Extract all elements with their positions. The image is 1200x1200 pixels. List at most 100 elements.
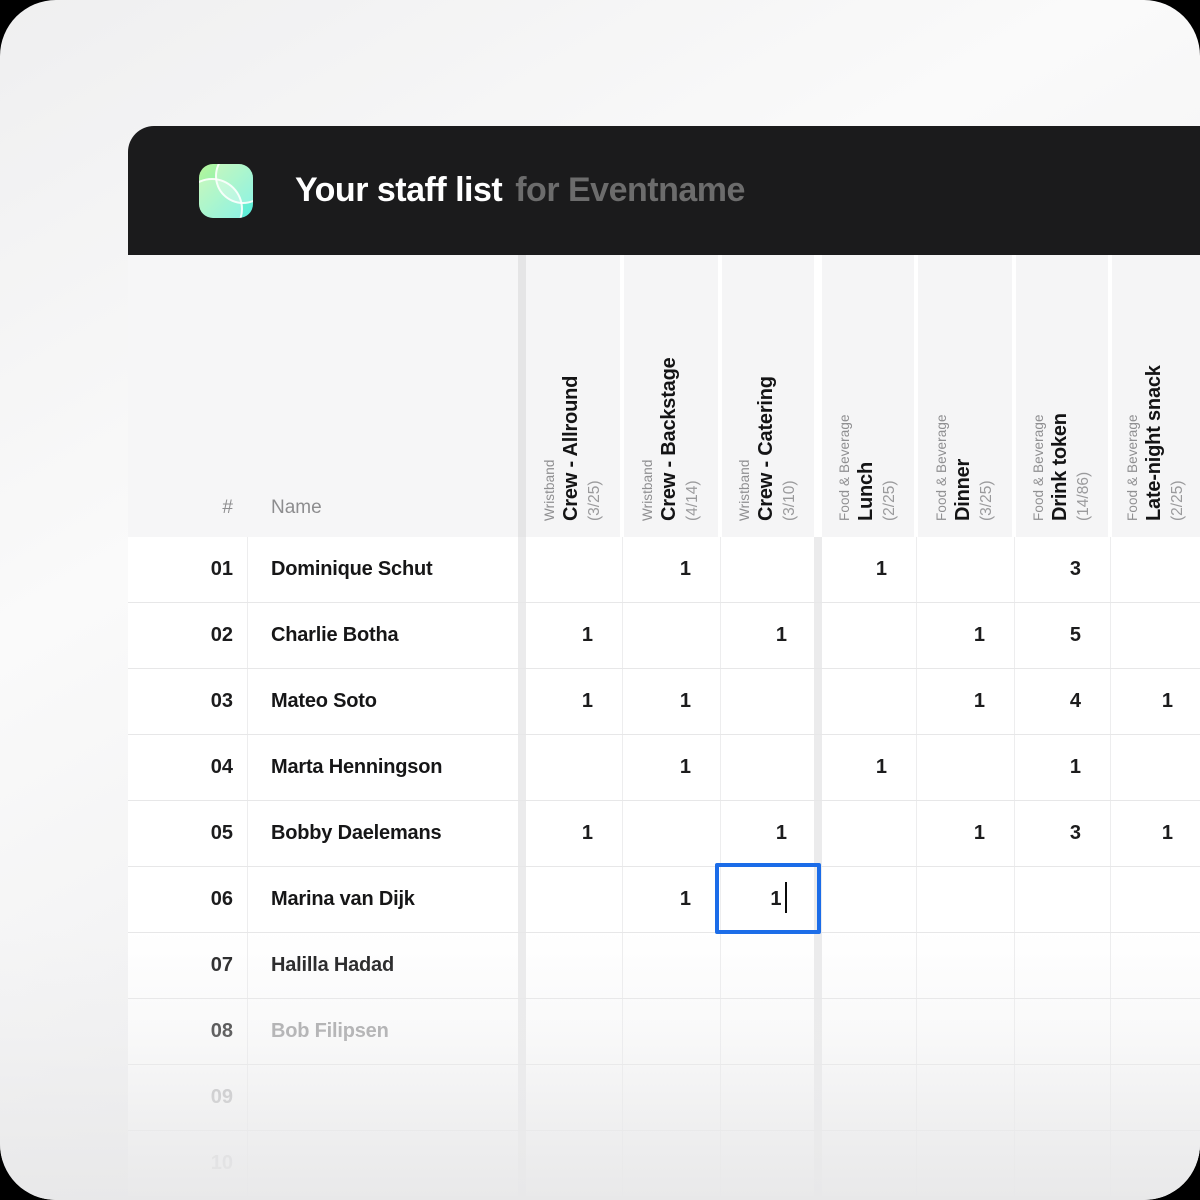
value-cell[interactable] <box>624 1131 718 1196</box>
value-cell[interactable] <box>722 735 814 800</box>
active-cell-outline <box>715 863 821 934</box>
value-cell[interactable] <box>1112 735 1200 800</box>
name-cell[interactable]: Dominique Schut <box>271 558 433 580</box>
value-cell[interactable] <box>1112 867 1200 932</box>
rotated-column-header: Food & Beverage Late-night snack (2/25) <box>1112 255 1200 537</box>
name-cell[interactable]: Bobby Daelemans <box>271 822 442 844</box>
row-number: 06 <box>210 888 233 910</box>
value-cell[interactable]: 1 <box>581 822 593 844</box>
value-cell[interactable] <box>918 735 1012 800</box>
value-cell[interactable] <box>624 999 718 1064</box>
value-cell[interactable] <box>1016 933 1108 998</box>
value-cell[interactable] <box>624 603 718 668</box>
column-group-label: Food & Beverage <box>1125 414 1140 521</box>
value-cell[interactable] <box>526 537 620 602</box>
grid-line <box>247 537 248 1197</box>
value-cell[interactable]: 1 <box>1161 690 1173 712</box>
table-row: 01 Dominique Schut 1 1 3 <box>128 537 1200 603</box>
row-number: 07 <box>210 954 233 976</box>
value-cell[interactable] <box>722 537 814 602</box>
value-cell[interactable] <box>918 867 1012 932</box>
value-cell[interactable]: 3 <box>1069 558 1081 580</box>
grid-line <box>622 537 623 1197</box>
value-cell[interactable] <box>918 933 1012 998</box>
value-cell[interactable]: 1 <box>581 624 593 646</box>
active-value-cell[interactable]: 1 <box>715 863 821 934</box>
value-cell[interactable] <box>526 1065 620 1130</box>
value-cell[interactable] <box>624 933 718 998</box>
text-caret <box>784 882 787 913</box>
value-cell[interactable] <box>722 1131 814 1196</box>
value-cell[interactable]: 3 <box>1069 822 1081 844</box>
name-cell[interactable] <box>248 1065 518 1130</box>
value-cell[interactable] <box>1016 999 1108 1064</box>
column-group-label: Wristband <box>542 459 557 521</box>
value-cell[interactable]: 1 <box>1161 822 1173 844</box>
value-cell[interactable] <box>722 1065 814 1130</box>
column-count-label: (2/25) <box>881 480 898 522</box>
value-cell[interactable] <box>1016 1065 1108 1130</box>
value-cell[interactable] <box>918 1065 1012 1130</box>
name-cell[interactable] <box>248 1131 518 1196</box>
value-cell[interactable] <box>822 669 914 734</box>
value-cell[interactable] <box>624 1065 718 1130</box>
value-cell[interactable] <box>1112 603 1200 668</box>
value-cell[interactable] <box>722 933 814 998</box>
value-cell[interactable] <box>1112 999 1200 1064</box>
value-cell[interactable] <box>822 603 914 668</box>
value-cell[interactable] <box>1112 933 1200 998</box>
value-cell[interactable] <box>918 537 1012 602</box>
value-cell[interactable] <box>822 999 914 1064</box>
value-cell[interactable]: 4 <box>1069 690 1081 712</box>
value-cell[interactable]: 1 <box>973 690 985 712</box>
value-cell[interactable] <box>624 801 718 866</box>
value-cell[interactable] <box>722 999 814 1064</box>
column-group-label: Food & Beverage <box>934 414 949 521</box>
table-row: 03 Mateo Soto 1 1 1 4 1 <box>128 669 1200 735</box>
value-cell[interactable] <box>526 933 620 998</box>
rotated-column-header: Wristband Crew - Catering (3/10) <box>722 255 814 537</box>
name-cell[interactable]: Mateo Soto <box>271 690 377 712</box>
value-cell[interactable] <box>918 999 1012 1064</box>
value-cell[interactable]: 1 <box>973 624 985 646</box>
value-cell[interactable]: 1 <box>679 888 691 910</box>
value-cell[interactable] <box>1016 1131 1108 1196</box>
rotated-column-header: Wristband Crew - Allround (3/25) <box>526 255 620 537</box>
value-cell[interactable]: 1 <box>973 822 985 844</box>
value-cell[interactable]: 1 <box>679 756 691 778</box>
value-cell[interactable] <box>822 1065 914 1130</box>
value-cell[interactable]: 1 <box>875 558 887 580</box>
value-cell[interactable]: 5 <box>1069 624 1081 646</box>
value-cell[interactable] <box>1016 867 1108 932</box>
value-cell[interactable] <box>822 933 914 998</box>
value-cell[interactable] <box>822 801 914 866</box>
name-cell[interactable]: Halilla Hadad <box>271 954 394 976</box>
value-cell[interactable] <box>526 999 620 1064</box>
column-title-label: Dinner <box>952 458 974 521</box>
value-cell[interactable] <box>526 735 620 800</box>
value-cell[interactable] <box>722 669 814 734</box>
value-cell[interactable] <box>1112 537 1200 602</box>
app-logo-icon <box>199 163 253 218</box>
value-cell[interactable] <box>822 867 914 932</box>
value-cell[interactable] <box>918 1131 1012 1196</box>
row-number: 04 <box>210 756 233 778</box>
name-cell[interactable]: Marta Henningson <box>271 756 443 778</box>
value-cell[interactable]: 1 <box>1069 756 1081 778</box>
group-separator-band <box>518 537 526 1197</box>
value-cell[interactable] <box>526 867 620 932</box>
value-cell[interactable]: 1 <box>775 624 787 646</box>
name-cell[interactable]: Bob Filipsen <box>271 1020 389 1042</box>
row-number: 09 <box>210 1086 233 1108</box>
value-cell[interactable]: 1 <box>679 558 691 580</box>
value-cell[interactable] <box>1112 1131 1200 1196</box>
value-cell[interactable] <box>1112 1065 1200 1130</box>
value-cell[interactable]: 1 <box>679 690 691 712</box>
name-cell[interactable]: Charlie Botha <box>271 624 399 646</box>
value-cell[interactable]: 1 <box>875 756 887 778</box>
name-cell[interactable]: Marina van Dijk <box>271 888 415 910</box>
value-cell[interactable] <box>822 1131 914 1196</box>
value-cell[interactable]: 1 <box>775 822 787 844</box>
value-cell[interactable] <box>526 1131 620 1196</box>
value-cell[interactable]: 1 <box>581 690 593 712</box>
